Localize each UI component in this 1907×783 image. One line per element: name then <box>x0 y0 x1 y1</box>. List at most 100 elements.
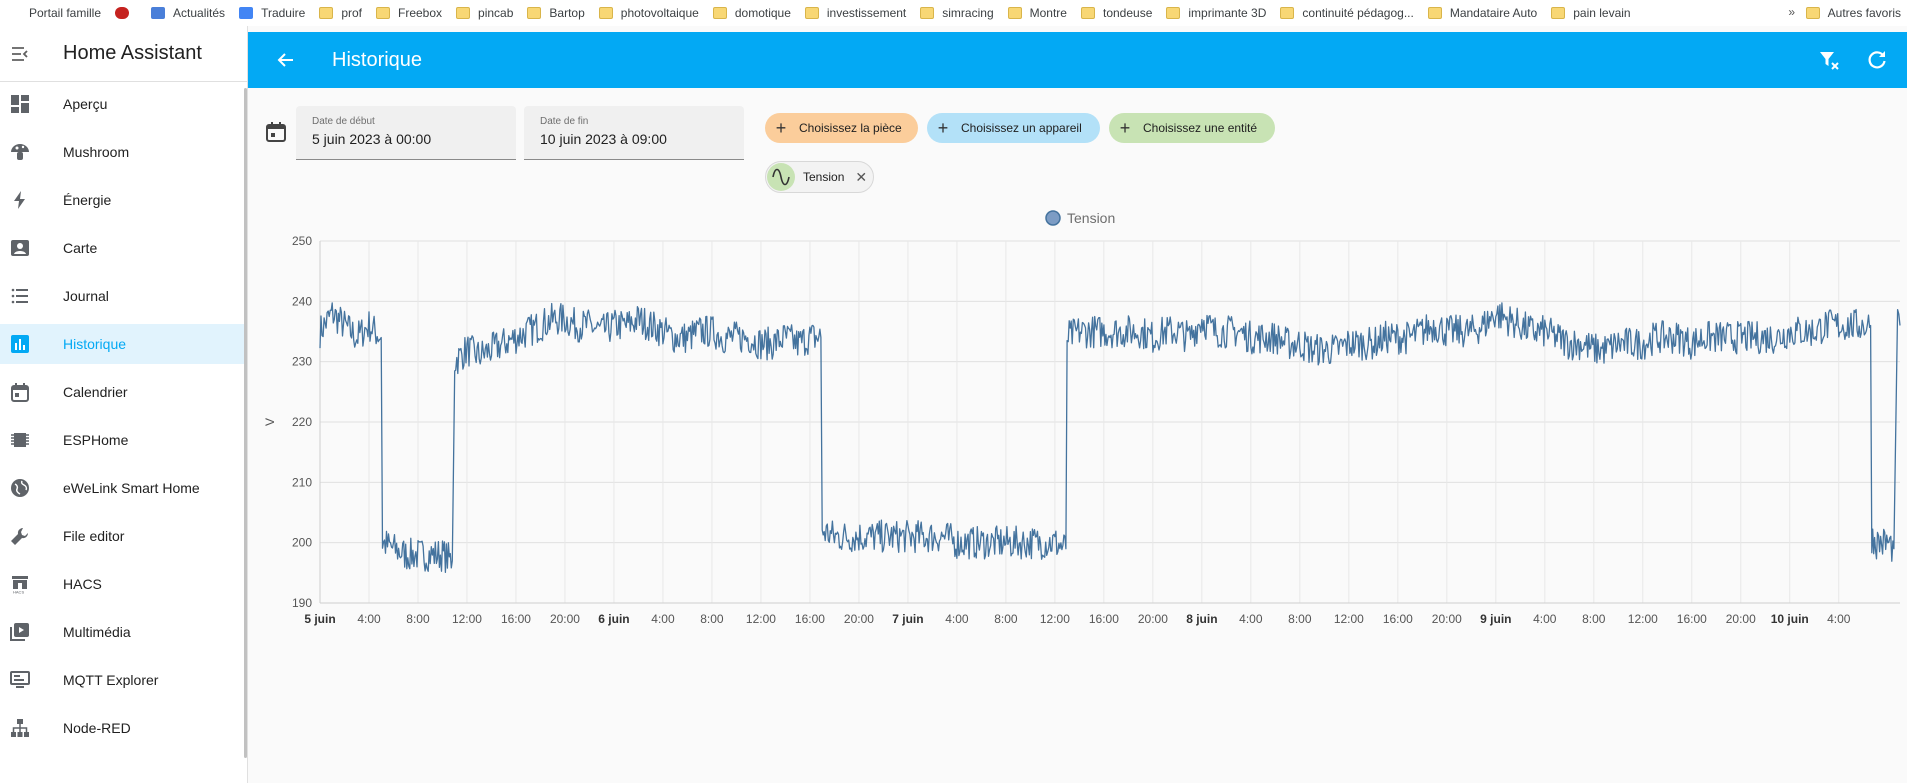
sidebar-item-label: HACS <box>63 576 102 592</box>
selected-entity-chip[interactable]: Tension ✕ <box>765 161 874 193</box>
bookmark-item[interactable]: imprimante 3D <box>1166 6 1266 20</box>
calendar-icon[interactable] <box>264 120 288 144</box>
sidebar-item-esphome[interactable]: ESPHome <box>0 420 247 460</box>
bookmark-item[interactable]: pain levain <box>1551 6 1631 20</box>
series-line-tension <box>319 302 1901 574</box>
bookmark-item[interactable]: investissement <box>804 6 906 20</box>
sidebar-title: Home Assistant <box>63 42 202 64</box>
sidebar-item-ewelink-smart-home[interactable]: eWeLink Smart Home <box>0 468 247 508</box>
bookmark-item[interactable]: Traduire <box>239 6 305 20</box>
bookmark-label: Actualités <box>173 6 226 20</box>
sidebar-header: Home Assistant <box>0 26 247 82</box>
refresh-icon[interactable] <box>1865 48 1889 72</box>
x-tick-label: 16:00 <box>1089 612 1119 626</box>
legend-label: Tension <box>1067 210 1115 226</box>
bookmarks-overflow-button[interactable]: » <box>1788 5 1795 19</box>
sidebar-item-node-red[interactable]: Node-RED <box>0 708 247 748</box>
other-bookmarks-label: Autres favoris <box>1827 6 1901 20</box>
x-tick-label: 9 juin <box>1480 612 1511 626</box>
choose-area-chip[interactable]: + Choisissez la pièce <box>765 113 918 143</box>
x-tick-label: 7 juin <box>892 612 923 626</box>
sidebar-item-aper-u[interactable]: Aperçu <box>0 84 247 124</box>
folder-icon <box>1551 7 1566 19</box>
sidebar-scrollbar[interactable] <box>244 88 247 758</box>
end-date-field[interactable]: Date de fin 10 juin 2023 à 09:00 <box>524 106 744 160</box>
x-tick-label: 16:00 <box>1383 612 1413 626</box>
sidebar-item-journal[interactable]: Journal <box>0 276 247 316</box>
y-axis-label: V <box>263 418 277 426</box>
x-tick-label: 12:00 <box>1040 612 1070 626</box>
x-tick-label: 20:00 <box>1432 612 1462 626</box>
sidebar-item-label: Historique <box>63 336 127 352</box>
folder-icon <box>804 7 819 19</box>
bookmark-item[interactable]: Portail famille <box>29 6 101 20</box>
remove-entity-icon[interactable]: ✕ <box>855 168 868 185</box>
bookmark-item[interactable]: pincab <box>456 6 513 20</box>
bookmark-item[interactable]: domotique <box>712 6 791 20</box>
bookmark-item[interactable]: Bartop <box>527 6 585 20</box>
sidebar-item-label: Carte <box>63 240 98 256</box>
other-bookmarks[interactable]: Autres favoris <box>1805 6 1901 20</box>
sidebar-menu: Aperçu Mushroom Énergie Carte Journal Histori… <box>0 84 247 748</box>
monitor-icon <box>9 669 31 691</box>
bookmark-item[interactable]: Freebox <box>376 6 442 20</box>
sidebar-item-calendrier[interactable]: Calendrier <box>0 372 247 412</box>
y-tick-label: 200 <box>292 536 312 550</box>
x-tick-label: 8:00 <box>700 612 724 626</box>
menu-collapse-icon[interactable] <box>10 44 30 64</box>
sidebar-item-hacs[interactable]: HACS HACS <box>0 564 247 604</box>
start-date-field[interactable]: Date de début 5 juin 2023 à 00:00 <box>296 106 516 160</box>
x-tick-label: 6 juin <box>598 612 629 626</box>
clear-filter-icon[interactable] <box>1817 48 1841 72</box>
x-tick-label: 16:00 <box>795 612 825 626</box>
calendar-icon <box>9 381 31 403</box>
sidebar-item-mushroom[interactable]: Mushroom <box>0 132 247 172</box>
hacs-icon: HACS <box>9 573 31 595</box>
bookmark-item[interactable]: Montre <box>1007 6 1067 20</box>
bookmark-item[interactable]: photovoltaique <box>598 6 699 20</box>
choose-entity-chip[interactable]: + Choisissez une entité <box>1109 113 1275 143</box>
sidebar-item-multim-dia[interactable]: Multimédia <box>0 612 247 652</box>
bookmark-label: Bartop <box>549 6 585 20</box>
bookmark-label: domotique <box>734 6 791 20</box>
bookmark-item[interactable]: simracing <box>920 6 994 20</box>
bookmark-item[interactable]: tondeuse <box>1080 6 1152 20</box>
sidebar-item-file-editor[interactable]: File editor <box>0 516 247 556</box>
bookmark-label: pain levain <box>1573 6 1631 20</box>
plus-icon: + <box>937 117 949 138</box>
sidebar-item-label: MQTT Explorer <box>63 672 159 688</box>
x-tick-label: 4:00 <box>1239 612 1263 626</box>
sidebar-item-label: Calendrier <box>63 384 128 400</box>
bookmark-item[interactable]: continuité pédagog... <box>1280 6 1414 20</box>
sidebar-item--nergie[interactable]: Énergie <box>0 180 247 220</box>
folder-icon <box>1007 7 1022 19</box>
chat-bubble-icon <box>115 7 130 19</box>
x-tick-label: 8:00 <box>406 612 430 626</box>
mushroom-icon <box>9 141 31 163</box>
bookmark-item[interactable]: Mandataire Auto <box>1427 6 1537 20</box>
dashboard-icon <box>9 93 31 115</box>
sidebar-item-carte[interactable]: Carte <box>0 228 247 268</box>
choose-device-chip[interactable]: + Choisissez un appareil <box>927 113 1100 143</box>
bookmark-item[interactable]: Actualités <box>151 6 225 20</box>
bookmark-label: Montre <box>1029 6 1067 20</box>
x-tick-label: 4:00 <box>651 612 675 626</box>
y-tick-label: 230 <box>292 355 312 369</box>
x-tick-label: 20:00 <box>1138 612 1168 626</box>
x-tick-label: 12:00 <box>452 612 482 626</box>
x-tick-label: 4:00 <box>1827 612 1851 626</box>
x-tick-label: 4:00 <box>1533 612 1557 626</box>
bookmark-label: imprimante 3D <box>1188 6 1267 20</box>
back-arrow-icon[interactable] <box>274 48 298 72</box>
sidebar-item-historique[interactable]: Historique <box>0 324 247 364</box>
bookmark-item[interactable]: prof <box>319 6 362 20</box>
bookmark-label: prof <box>341 6 362 20</box>
x-tick-label: 12:00 <box>746 612 776 626</box>
media-icon <box>9 621 31 643</box>
choose-device-label: Choisissez un appareil <box>961 121 1082 135</box>
choose-area-label: Choisissez la pièce <box>799 121 902 135</box>
bookmark-item[interactable] <box>115 7 137 19</box>
svg-text:HACS: HACS <box>13 590 24 595</box>
sidebar-item-mqtt-explorer[interactable]: MQTT Explorer <box>0 660 247 700</box>
bookmarks-bar: Portail famille Actualités Traduire prof Fre… <box>0 0 1907 26</box>
